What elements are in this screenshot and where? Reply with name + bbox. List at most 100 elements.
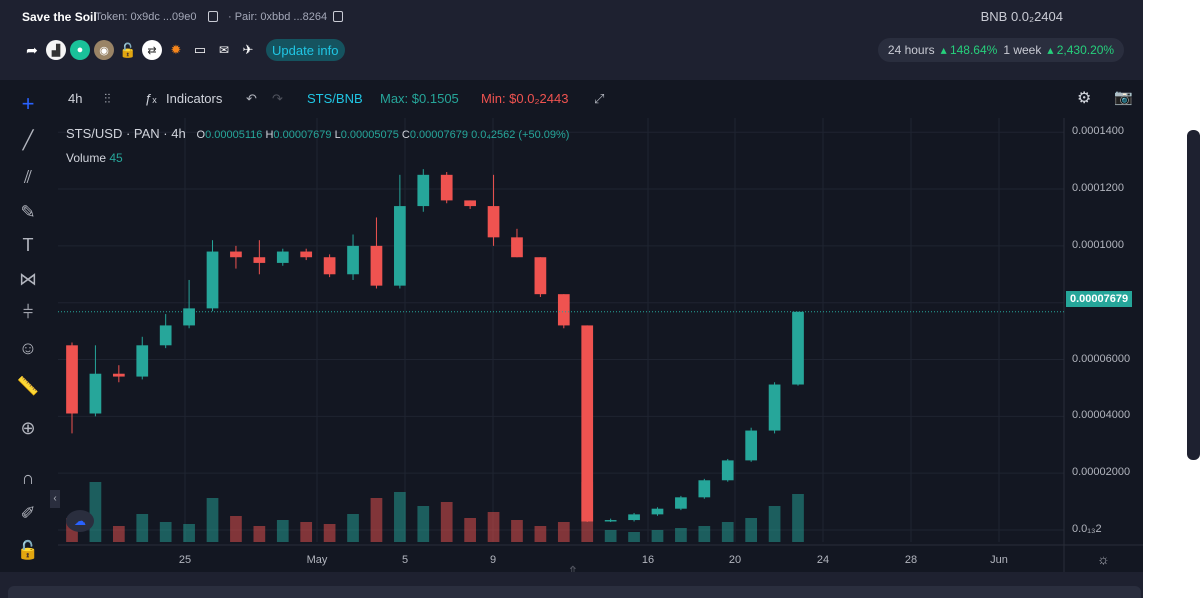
chart-area: 4h ⫶⫶ ƒx Indicators ↶ ↷ STS/BNB Max: $0.… xyxy=(0,80,1143,579)
tradingview-logo-icon[interactable]: ☁ xyxy=(66,510,94,532)
lock-draw-icon[interactable]: ✐ xyxy=(20,503,36,523)
candle-body xyxy=(628,514,640,521)
candle-body xyxy=(300,251,313,258)
volume-bar xyxy=(347,514,359,542)
candle-body xyxy=(417,174,430,207)
week-value-text: 2,430.20% xyxy=(1056,43,1115,57)
candle-body xyxy=(464,200,476,207)
volume-bar xyxy=(534,526,547,542)
indicators-button[interactable]: Indicators xyxy=(166,91,223,106)
price-change-stats: 24 hours ▴ 148.64% 1 week ▴ 2,430.20% xyxy=(878,38,1124,62)
lock-link-icon[interactable]: 🔓 xyxy=(119,41,137,58)
candle-body xyxy=(511,237,523,258)
candle-body xyxy=(253,257,266,263)
project-title: Save the Soil xyxy=(22,10,97,24)
ohlc-legend: STS/USD · PAN · 4h O0.00005116 H0.000076… xyxy=(66,126,569,141)
time-tick-label: 20 xyxy=(728,554,742,566)
unlock-icon[interactable]: 🔓 xyxy=(16,540,40,560)
dex-link-icon[interactable]: ● xyxy=(70,40,90,60)
axis-settings-icon[interactable]: ☼ xyxy=(1097,551,1110,567)
swap-link-icon[interactable]: ⇄ xyxy=(142,40,162,60)
fib-icon[interactable]: ⫽ xyxy=(23,167,33,187)
symbol-label: STS/USD · PAN · 4h xyxy=(66,126,186,141)
h24-value: ▴ 148.64% xyxy=(940,43,998,57)
candle-body xyxy=(487,206,500,238)
coin-link-icon[interactable]: ◉ xyxy=(94,40,114,60)
candle-body xyxy=(159,325,172,346)
emoji-icon[interactable]: ☺ xyxy=(18,338,38,358)
h24-value-text: 148.64% xyxy=(949,43,998,57)
volume-bar xyxy=(323,524,336,542)
volume-bar xyxy=(487,512,500,542)
magnet-icon[interactable]: ∩ xyxy=(21,468,35,488)
copy-pair-icon[interactable] xyxy=(333,11,343,22)
candle-body xyxy=(394,206,406,286)
interval-selector[interactable]: 4h xyxy=(68,91,83,106)
low-value: 0.00005075 xyxy=(340,129,399,141)
undo-icon[interactable]: ↶ xyxy=(246,91,257,106)
open-label: O xyxy=(196,129,206,141)
low-label: L xyxy=(334,129,341,141)
candle-body xyxy=(675,497,687,509)
candle-body xyxy=(651,508,664,515)
pair-toggle[interactable]: STS/BNB xyxy=(307,91,363,106)
twitter-icon[interactable]: ✈ xyxy=(242,42,254,57)
volume-bar xyxy=(464,518,476,542)
mail-icon[interactable]: ✉ xyxy=(218,43,230,57)
bottom-panel-tab[interactable] xyxy=(8,586,1141,598)
volume-bar xyxy=(628,532,640,542)
price-tick-label: 0.0001400 xyxy=(1072,125,1124,138)
camera-icon[interactable]: 📷 xyxy=(1114,89,1133,106)
time-tick-label: Jun xyxy=(990,554,1008,566)
candle-body xyxy=(323,257,336,275)
min-price: Min: $0.0₂2443 xyxy=(481,91,569,106)
indicators-icon[interactable]: ƒx xyxy=(145,91,157,106)
close-value: 0.00007679 xyxy=(409,129,468,141)
brush-icon[interactable]: ✎ xyxy=(20,202,36,222)
last-price-tag: 0.00007679 xyxy=(1066,291,1133,307)
candle-type-icon[interactable]: ⫶⫶ xyxy=(104,91,111,106)
time-tick-label: 28 xyxy=(904,554,918,566)
update-info-button[interactable]: Update info xyxy=(266,39,345,61)
candle-body xyxy=(370,245,383,286)
settings-icon[interactable]: ⚙ xyxy=(1077,90,1092,107)
zoom-in-icon[interactable]: ⊕ xyxy=(20,418,36,438)
website-icon[interactable]: ▭ xyxy=(193,42,207,57)
text-icon[interactable]: T xyxy=(22,235,34,255)
ruler-icon[interactable]: 📏 xyxy=(16,376,40,396)
crosshair-icon[interactable]: + xyxy=(21,91,35,116)
candle-body xyxy=(792,311,804,385)
token-address: Token: 0x9dc ...09e0 xyxy=(95,11,197,23)
time-tick-label: May xyxy=(306,554,328,566)
candle-body xyxy=(66,345,78,414)
share-icon[interactable]: ➦ xyxy=(26,41,38,58)
week-value: ▴ 2,430.20% xyxy=(1047,43,1115,57)
high-label: H xyxy=(265,129,274,141)
candle-body xyxy=(440,174,453,201)
volume-bar xyxy=(675,528,687,542)
candle-body xyxy=(698,480,711,498)
pattern-icon[interactable]: ⋈ xyxy=(19,269,37,289)
time-tick-label: 5 xyxy=(401,554,409,566)
volume-bar xyxy=(183,524,195,542)
volume-bar xyxy=(557,522,570,542)
redo-icon[interactable]: ↷ xyxy=(272,91,283,106)
price-tick-label: 0.00002000 xyxy=(1072,466,1131,479)
volume-value: 45 xyxy=(109,151,123,165)
metamask-icon[interactable]: ✹ xyxy=(170,42,182,57)
volume-bar xyxy=(440,502,453,542)
page-scrollbar[interactable] xyxy=(1187,130,1200,460)
volume-bar xyxy=(112,526,125,542)
price-chart[interactable] xyxy=(0,80,1143,572)
volume-bar xyxy=(230,516,242,542)
candle-body xyxy=(230,251,242,258)
copy-token-icon[interactable] xyxy=(208,11,218,22)
resize-handle-icon[interactable]: ⇕ xyxy=(567,563,579,579)
prediction-icon[interactable]: ⫩ xyxy=(22,302,34,322)
volume-bar xyxy=(651,530,664,542)
trendline-icon[interactable]: ╱ xyxy=(22,130,34,150)
collapse-toolbar-icon[interactable]: ‹ xyxy=(50,490,60,508)
volume-bar xyxy=(581,482,594,542)
fullscreen-icon[interactable]: ⤢ xyxy=(594,91,605,106)
chart-link-icon[interactable]: ▟ xyxy=(46,40,66,60)
